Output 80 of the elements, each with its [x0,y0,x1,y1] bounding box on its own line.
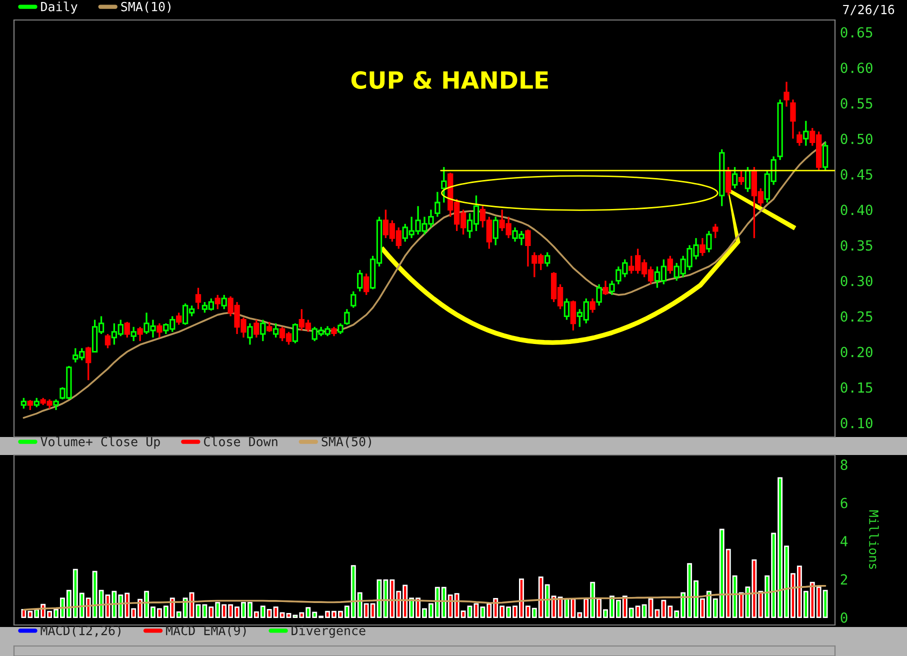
candlestick [609,280,615,296]
legend-label: MACD(12,26) [40,626,120,637]
candlestick [20,397,27,410]
line-series [22,584,826,611]
candlestick [706,230,712,254]
y-tick-label: 8 [840,460,848,470]
line-series [22,141,826,419]
candlestick [732,166,738,190]
candlestick [331,326,337,337]
text: CUP & HANDLE [351,71,548,89]
candlestick [712,223,718,239]
candlestick [260,318,266,342]
y-tick-label: 0.55 [840,98,872,109]
y-tick-label: 0.40 [840,204,872,216]
candlestick [525,228,531,268]
candlestick [292,322,298,344]
candlestick [34,397,40,408]
y-tick-label: 0.65 [840,27,872,38]
y-tick-label: 0.60 [840,62,872,74]
y-tick-label: 0.20 [840,346,872,358]
y-tick-label: 0 [840,612,848,623]
y-axis-title: Millions [869,510,879,569]
candlestick [602,280,608,296]
legend-label: Divergence [292,626,366,638]
candlestick [156,322,162,338]
candlestick [176,312,182,326]
candlestick [130,326,136,342]
y-tick-label: 4 [840,536,848,546]
legend-label: MACD EMA(9) [166,626,246,637]
candlestick [434,191,440,218]
candlestick [363,272,370,296]
candlestick [247,322,253,346]
candlestick [790,98,796,140]
candlestick [357,269,363,292]
candlestick [596,283,602,306]
candlestick [344,308,350,326]
candlestick [564,298,570,321]
candlestick [254,318,260,338]
candlestick [214,294,220,310]
candlestick [104,333,111,350]
legend-label: SMA(10) [121,2,170,13]
candlestick [744,166,751,193]
y-tick-label: 0.15 [840,382,872,393]
candlestick [27,399,33,411]
candlestick [803,120,809,147]
candlestick [137,326,143,342]
y-tick-label: 0.35 [840,240,872,251]
candlestick [266,321,272,333]
candlestick [338,322,344,335]
candlestick [796,130,802,147]
candlestick [441,166,447,204]
candlestick [350,290,356,309]
legend-label: SMA(50) [322,436,371,448]
candlestick [667,255,673,274]
candlestick [124,321,130,338]
text: 7/26/16 [843,4,894,16]
candlestick [570,300,576,332]
y-tick-label: 0.25 [840,311,872,322]
candlestick [590,298,596,314]
candlestick [492,216,498,246]
candlestick [544,251,550,268]
y-tick-label: 2 [840,574,848,584]
candlestick [700,237,706,257]
candlestick [221,294,227,310]
candlestick [726,166,732,196]
legend-label: Volume+ Close Up [40,436,160,449]
legend-label: Daily [41,2,78,14]
candlestick [738,170,744,186]
y-tick-label: 0.45 [840,169,872,180]
y-tick-label: 0.10 [840,418,872,428]
candlestick [272,322,279,338]
candlestick [195,286,202,310]
candlestick [822,141,828,172]
candlestick [53,398,59,411]
y-tick-label: 0.30 [840,276,872,286]
candlestick [784,80,790,108]
legend-label: Close Down [204,436,278,446]
y-tick-label: 0.50 [840,134,872,144]
candlestick [86,346,92,382]
y-tick-label: 6 [840,498,848,508]
